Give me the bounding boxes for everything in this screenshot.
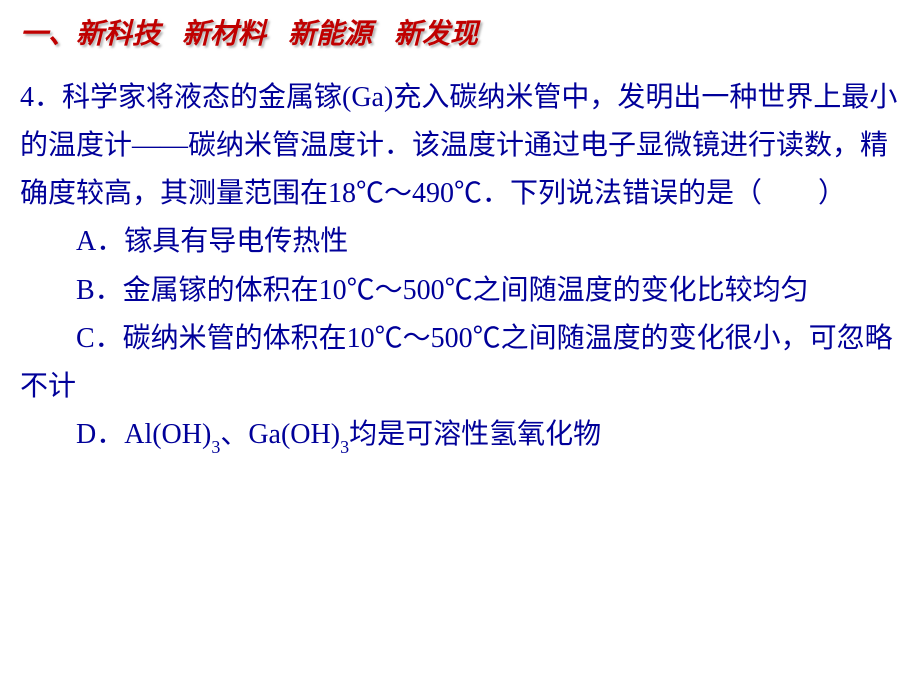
option-b: B．金属镓的体积在10℃～500℃之间随温度的变化比较均匀 — [20, 267, 900, 315]
question-number: 4． — [20, 82, 62, 113]
option-d: D．Al(OH)3、Ga(OH)3均是可溶性氢氧化物 — [20, 411, 900, 460]
option-c-text: C．碳纳米管的体积在10℃～500℃之间随温度的变化很小，可忽略不计 — [20, 323, 893, 402]
option-b-text: B．金属镓的体积在10℃～500℃之间随温度的变化比较均匀 — [76, 275, 809, 306]
question-stem: 4．科学家将液态的金属镓(Ga)充入碳纳米管中，发明出一种世界上最小的温度计——… — [20, 74, 900, 218]
heading-part-1: 一、新科技 — [20, 18, 160, 49]
option-a-text: A．镓具有导电传热性 — [76, 226, 348, 257]
heading-part-3: 新能源 — [288, 18, 372, 49]
option-d-suffix: 均是可溶性氢氧化物 — [349, 419, 601, 450]
section-heading: 一、新科技新材料新能源新发现 — [20, 12, 900, 52]
option-d-sub2: 3 — [340, 437, 349, 457]
option-d-prefix: D．Al(OH) — [76, 419, 211, 450]
option-c: C．碳纳米管的体积在10℃～500℃之间随温度的变化很小，可忽略不计 — [20, 315, 900, 411]
question-text: 科学家将液态的金属镓(Ga)充入碳纳米管中，发明出一种世界上最小的温度计——碳纳… — [20, 82, 897, 209]
option-d-sub1: 3 — [211, 437, 220, 457]
heading-part-2: 新材料 — [182, 18, 266, 49]
heading-part-4: 新发现 — [394, 18, 478, 49]
option-a: A．镓具有导电传热性 — [20, 218, 900, 266]
option-d-mid: 、Ga(OH) — [220, 419, 340, 450]
